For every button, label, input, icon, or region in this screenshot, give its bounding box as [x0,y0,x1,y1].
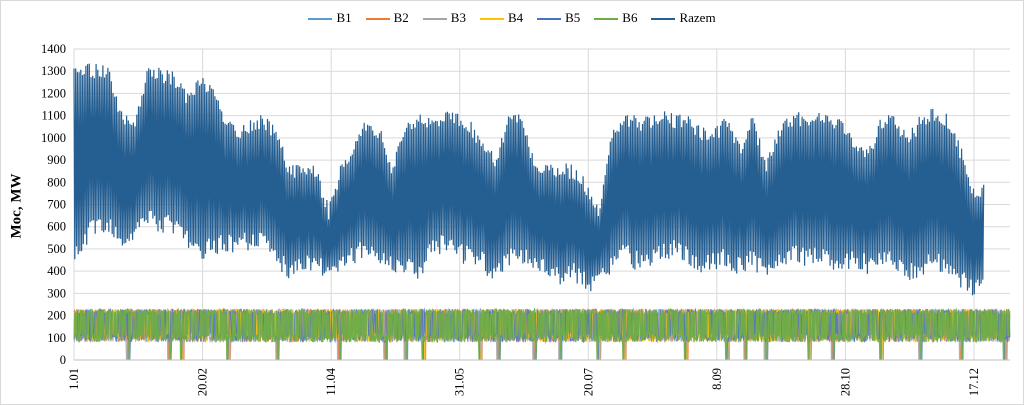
legend-swatch [308,18,333,21]
y-tick-label: 800 [47,175,66,189]
y-tick-label: 1200 [41,86,66,100]
y-tick-label: 600 [47,220,66,234]
legend-item-b2: B2 [365,10,409,26]
legend-label: Razem [679,10,716,26]
legend-swatch [651,18,676,21]
y-tick-label: 1400 [41,42,66,56]
legend-item-b1: B1 [308,10,352,26]
x-tick-label: 8.09 [710,368,724,390]
legend-label: B3 [450,10,466,26]
legend-label: B2 [393,10,409,26]
y-tick-label: 1000 [41,131,66,145]
y-tick-label: 900 [47,153,66,167]
x-tick-label: 17.12 [967,368,981,396]
legend-swatch [479,18,504,21]
y-tick-label: 400 [47,264,66,278]
x-tick-label: 11.04 [324,367,338,395]
legend-label: B1 [336,10,352,26]
legend-swatch [422,18,447,21]
y-tick-label: 200 [47,309,66,323]
y-tick-label: 100 [47,331,66,345]
legend-item-b5: B5 [537,10,580,26]
x-tick-label: 20.02 [196,368,210,396]
y-tick-label: 0 [60,353,66,367]
legend-swatch [594,18,619,21]
legend-swatch [365,18,390,21]
legend-label: B5 [565,10,581,26]
y-tick-label: 1100 [41,109,66,123]
legend-item-b3: B3 [422,10,466,26]
x-tick-label: 28.10 [838,368,852,396]
legend-item-razem: Razem [651,10,716,26]
series-line-razem [73,63,985,296]
x-tick-label: 31.05 [453,368,467,396]
y-tick-label: 700 [47,198,66,212]
legend-label: B4 [507,10,524,26]
legend-item-b6: B6 [594,10,637,26]
x-tick-label: 1.01 [67,368,81,390]
y-tick-label: 300 [47,286,66,300]
y-tick-label: 1300 [41,64,66,78]
chart-legend: B1 B2 B3 B4 B5 B6 Razem [1,9,1023,26]
legend-label: B6 [622,10,638,26]
series-line-b6 [73,307,1011,361]
legend-swatch [537,18,562,21]
x-tick-label: 20.07 [581,368,595,396]
y-tick-label: 500 [47,242,66,256]
legend-item-b4: B4 [479,10,524,26]
